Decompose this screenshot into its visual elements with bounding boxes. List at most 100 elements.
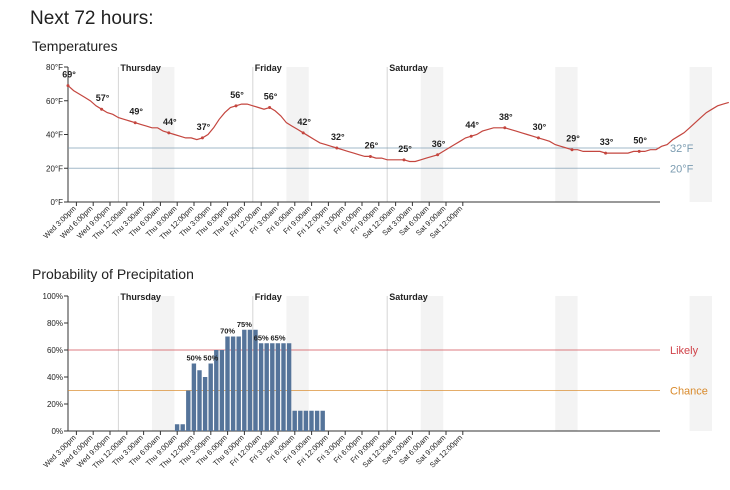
precipitation-bar: [303, 410, 309, 431]
temperature-data-label: 44°: [163, 117, 177, 127]
temp-y-tick-label: 20°F: [46, 164, 63, 173]
temperature-data-label: 30°: [533, 122, 547, 132]
precipitation-bar: [314, 410, 320, 431]
precipitation-bar: [275, 343, 281, 431]
precipitation-data-label: 65%: [254, 333, 269, 342]
temperature-point: [301, 131, 305, 135]
temperature-data-label: 57°: [96, 93, 110, 103]
precipitation-bar: [236, 336, 241, 431]
temp-day-label: Saturday: [389, 63, 428, 73]
temperature-data-label: 49°: [129, 107, 143, 117]
precip-y-tick-label: 20%: [47, 400, 63, 409]
temp-day-label: Thursday: [120, 63, 161, 73]
temperature-data-label: 50°: [633, 135, 647, 145]
temperature-data-label: 26°: [365, 140, 379, 150]
precipitation-bar: [186, 390, 191, 431]
precipitation-bar: [253, 329, 258, 431]
precip-day-label: Thursday: [120, 292, 161, 302]
temperature-point: [469, 134, 473, 138]
temperature-point: [335, 146, 339, 150]
temperature-data-label: 37°: [197, 122, 211, 132]
page-heading: Next 72 hours:: [30, 8, 154, 29]
temperature-data-label: 44°: [465, 120, 479, 130]
precipitation-bar: [225, 336, 230, 431]
precip-y-tick-label: 40%: [47, 373, 63, 382]
precipitation-data-label: 50%: [186, 354, 201, 363]
temperature-point: [436, 153, 440, 157]
temperature-point: [637, 149, 641, 153]
precipitation-bar: [174, 424, 180, 431]
temp-reference-label: 20°F: [670, 163, 694, 175]
temperature-data-label: 36°: [432, 139, 446, 149]
temperature-point: [570, 148, 574, 152]
temperature-point: [66, 84, 70, 88]
temperature-chart-title: Temperatures: [32, 38, 118, 54]
precipitation-bar: [191, 363, 197, 431]
temp-shade-band: [420, 67, 444, 202]
precipitation-bar: [208, 363, 213, 431]
temperature-data-label: 32°: [331, 132, 345, 142]
precipitation-bar: [247, 329, 253, 431]
precip-shade-band: [689, 296, 712, 431]
temperature-line: [67, 85, 729, 163]
precipitation-bar: [320, 410, 325, 431]
precip-y-tick-label: 60%: [47, 346, 63, 355]
temperature-data-label: 42°: [297, 117, 311, 127]
precip-shade-band: [152, 296, 175, 431]
temp-day-label: Friday: [255, 63, 282, 73]
temperature-point: [167, 131, 171, 135]
temperature-point: [100, 107, 104, 111]
precipitation-bar: [180, 424, 185, 431]
temperature-point: [368, 154, 372, 158]
precip-y-tick-label: 80%: [47, 319, 63, 328]
precipitation-data-label: 70%: [220, 327, 235, 336]
precip-y-tick-label: 100%: [43, 292, 63, 301]
temperature-data-label: 56°: [264, 92, 278, 102]
temp-reference-label: 32°F: [670, 143, 694, 155]
precipitation-bar: [258, 343, 264, 431]
temperature-point: [268, 106, 272, 109]
precipitation-data-label: 75%: [237, 320, 252, 329]
precip-shade-band: [555, 296, 578, 431]
precipitation-bar: [214, 350, 219, 431]
temperature-data-label: 69°: [62, 70, 76, 80]
precipitation-data-label: 50%: [203, 354, 218, 363]
precipitation-bar: [281, 343, 286, 431]
temperature-point: [402, 158, 406, 162]
temperature-point: [200, 136, 204, 140]
precipitation-bar: [292, 410, 297, 431]
precipitation-chart-title: Probability of Precipitation: [32, 266, 194, 282]
precip-reference-label: Chance: [670, 386, 708, 398]
precip-reference-label: Likely: [670, 345, 699, 357]
temperature-data-label: 29°: [566, 134, 580, 144]
temp-shade-band: [152, 67, 175, 202]
precipitation-bar: [219, 350, 225, 431]
precipitation-bar: [197, 370, 202, 431]
temperature-data-label: 56°: [230, 90, 244, 100]
precipitation-bar: [298, 410, 303, 431]
temperature-point: [536, 136, 540, 140]
temp-shade-band: [689, 67, 712, 202]
precipitation-bar: [270, 343, 275, 431]
temperature-data-label: 38°: [499, 112, 513, 122]
precip-shade-band: [286, 296, 309, 431]
temperature-data-label: 25°: [398, 144, 412, 154]
temperature-data-label: 33°: [600, 137, 614, 147]
temp-y-tick-label: 60°F: [46, 97, 63, 106]
precip-y-tick-label: 0%: [51, 427, 63, 436]
precipitation-bar: [230, 336, 236, 431]
temp-y-tick-label: 40°F: [46, 131, 63, 140]
temperature-point: [133, 121, 137, 125]
temperature-point: [503, 126, 507, 130]
precip-shade-band: [420, 296, 444, 431]
temperature-point: [234, 104, 238, 108]
precipitation-bar: [309, 410, 314, 431]
precip-day-label: Friday: [255, 292, 282, 302]
precipitation-bar: [286, 343, 292, 431]
precipitation-bar: [242, 329, 247, 431]
precipitation-data-label: 65%: [270, 333, 285, 342]
temperature-point: [604, 151, 608, 155]
temp-y-tick-label: 80°F: [46, 63, 63, 72]
precip-day-label: Saturday: [389, 292, 428, 302]
